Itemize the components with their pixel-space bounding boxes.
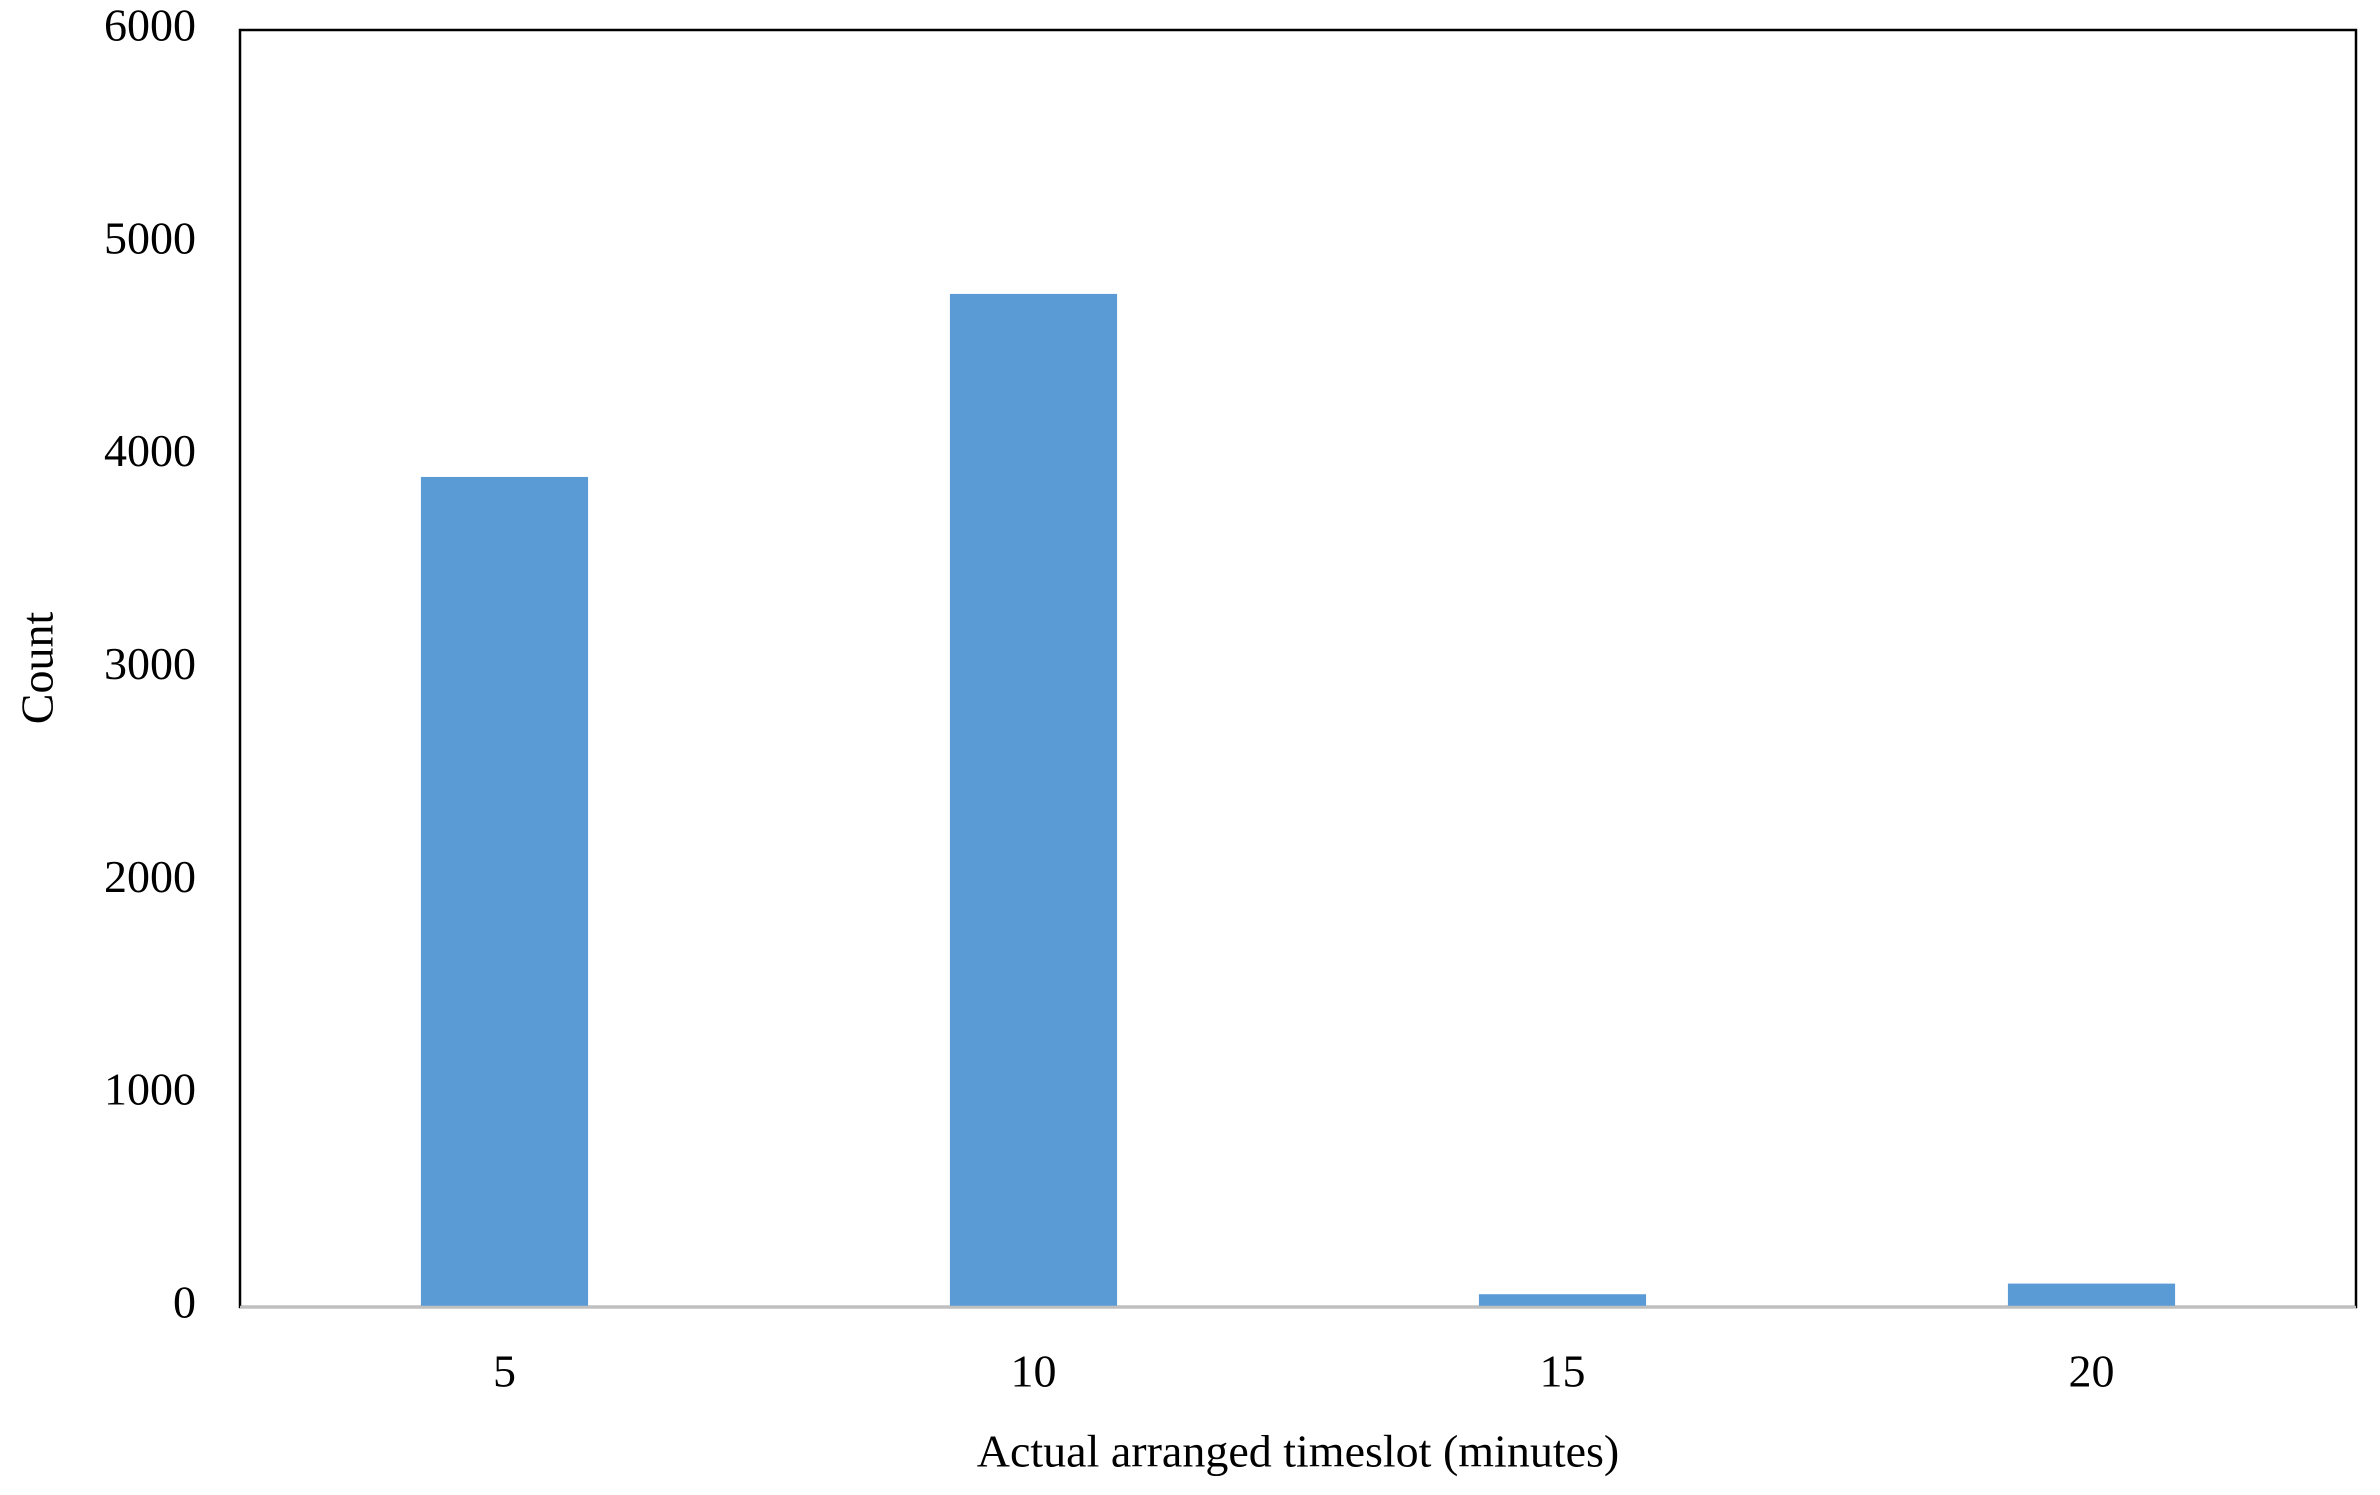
bar <box>1478 1294 1647 1307</box>
x-tick-label: 5 <box>493 1346 516 1397</box>
y-tick-label: 4000 <box>104 425 196 476</box>
y-tick-label: 3000 <box>104 638 196 689</box>
bar <box>949 293 1118 1307</box>
x-tick-label: 10 <box>1011 1346 1057 1397</box>
bar <box>420 476 589 1307</box>
y-tick-label: 1000 <box>104 1064 196 1115</box>
y-tick-label: 2000 <box>104 851 196 902</box>
x-tick-label: 15 <box>1540 1346 1586 1397</box>
y-tick-label: 5000 <box>104 212 196 263</box>
y-tick-label: 0 <box>173 1277 196 1328</box>
x-axis-title: Actual arranged timeslot (minutes) <box>977 1426 1620 1477</box>
y-axis-title: Count <box>12 612 63 725</box>
y-tick-label: 6000 <box>104 0 196 51</box>
x-tick-label: 20 <box>2069 1346 2115 1397</box>
bar <box>2007 1283 2176 1307</box>
